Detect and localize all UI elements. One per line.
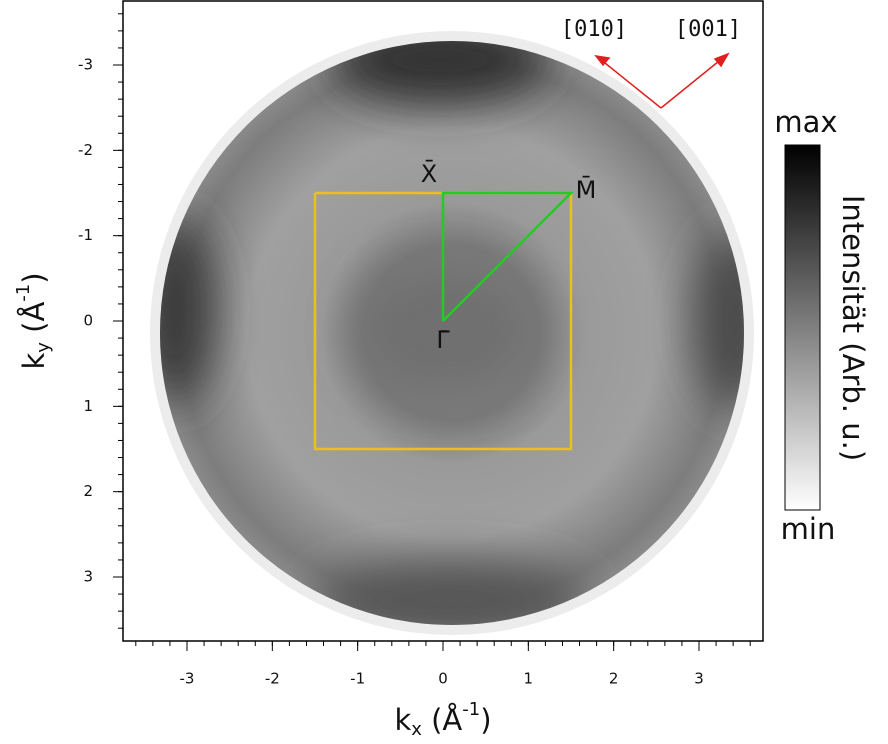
axis-label: ky (Å-1) xyxy=(13,272,54,369)
x-tick-label: 1 xyxy=(524,670,534,688)
x-tick-label: 2 xyxy=(609,670,619,688)
x-tick-label: 0 xyxy=(438,670,448,688)
colorbar-label: Intensität (Arb. u.) xyxy=(836,195,870,461)
y-tick-label: 2 xyxy=(83,482,93,500)
symmetry-path xyxy=(441,191,575,322)
y-tick-label: 0 xyxy=(83,312,93,330)
x-tick-label: -2 xyxy=(265,670,280,688)
axis-label-part: (Å xyxy=(422,703,463,737)
axis-label-part: k xyxy=(394,703,411,737)
axis-label: kx (Å-1) xyxy=(394,699,491,740)
symmetry-point-label: M̄ xyxy=(576,175,597,204)
y-tick-label: -1 xyxy=(78,226,93,244)
direction-label: [010] xyxy=(561,17,627,42)
y-tick-label: 3 xyxy=(83,568,93,586)
colorbar-max: max xyxy=(774,105,837,139)
x-tick-label: -1 xyxy=(350,670,365,688)
axis-label-part: ) xyxy=(17,272,51,283)
axis-label-part: k xyxy=(17,353,51,370)
detector-image xyxy=(150,31,754,635)
direction-label: [001] xyxy=(675,17,741,42)
y-tick-label: -3 xyxy=(78,56,93,74)
symmetry-point-label: Γ̄ xyxy=(436,326,450,354)
axis-label-part: x xyxy=(411,719,422,740)
colorbar-min: min xyxy=(781,512,836,546)
x-tick-label: -3 xyxy=(180,670,195,688)
axis-label-part: (Å xyxy=(17,302,51,343)
axis-label-part: -1 xyxy=(13,284,34,302)
y-tick-label: -2 xyxy=(78,141,93,159)
x-tick-label: 3 xyxy=(694,670,704,688)
y-tick-label: 1 xyxy=(83,397,93,415)
symmetry-point-label: X̄ xyxy=(421,159,437,188)
axis-label-part: y xyxy=(33,342,54,353)
colorbar xyxy=(784,144,821,511)
axis-label-part: -1 xyxy=(462,699,480,720)
direction-arrows xyxy=(594,52,730,109)
axis-label-part: ) xyxy=(480,703,491,737)
